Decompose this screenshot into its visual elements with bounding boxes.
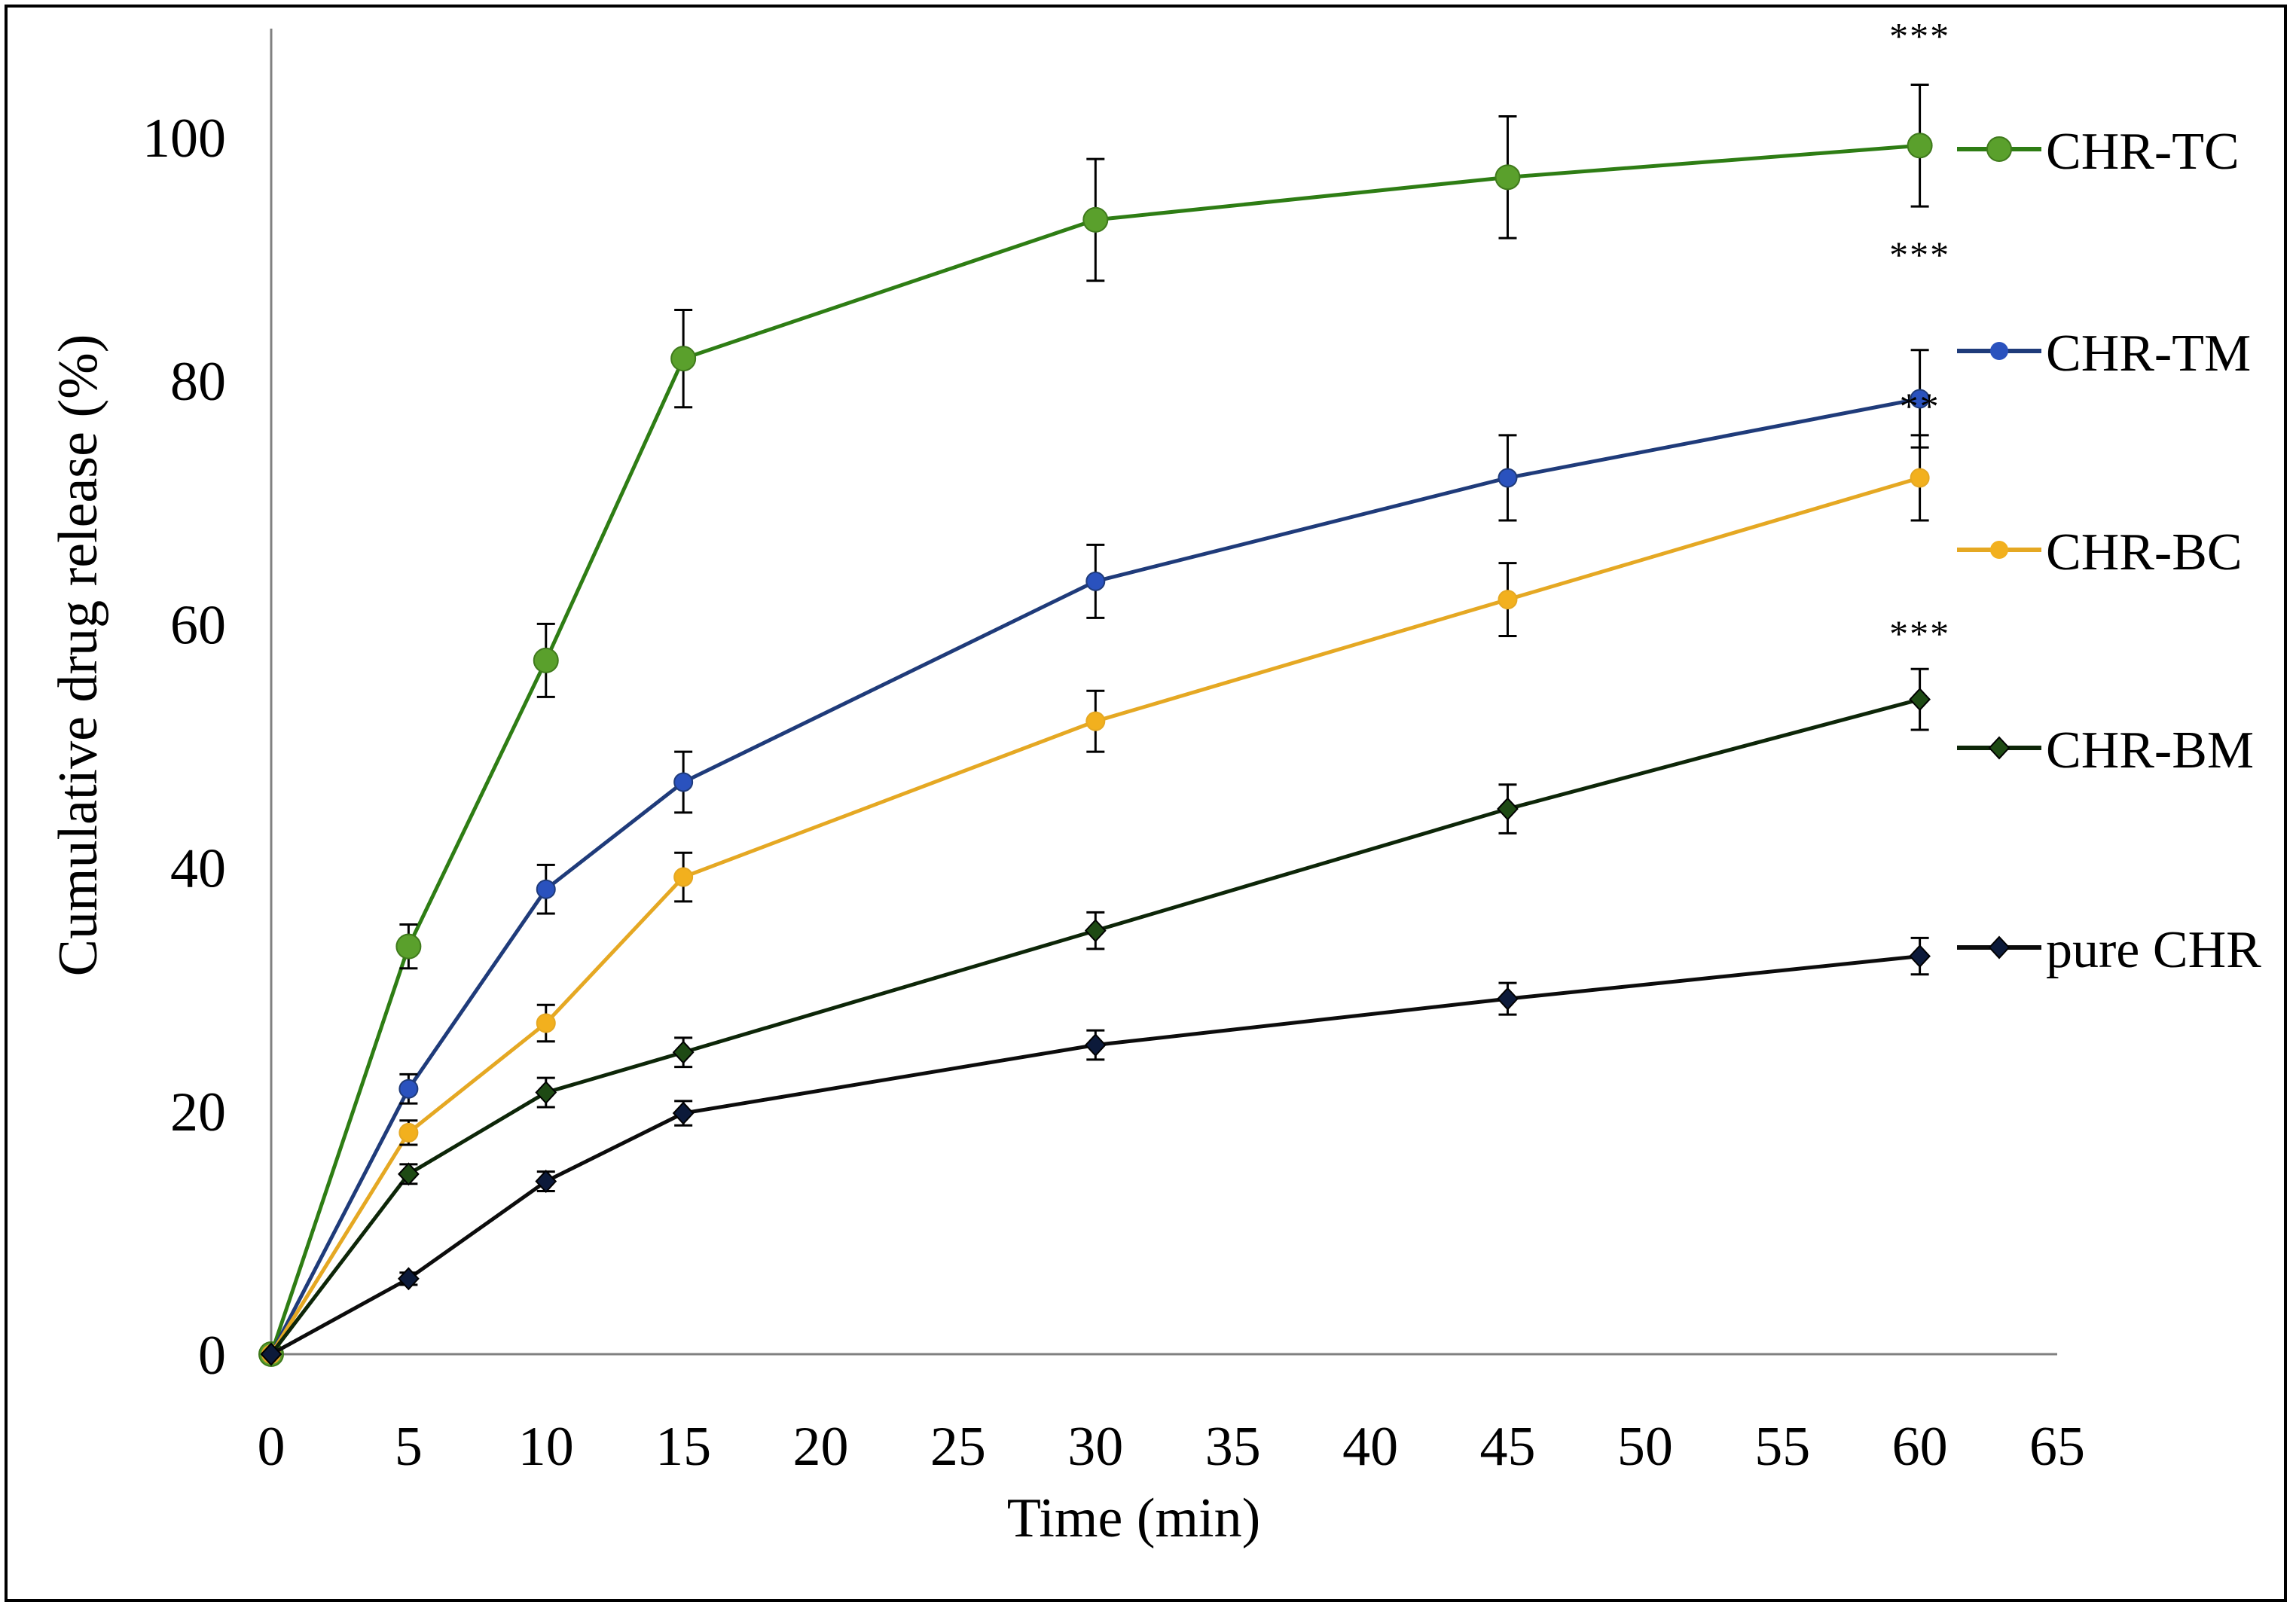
significance-marker: ***	[1889, 612, 1950, 654]
data-point	[673, 867, 694, 887]
x-tick-label: 45	[1479, 1416, 1535, 1478]
legend-item: CHR-TM	[1957, 325, 2251, 383]
legend-label: CHR-BM	[2046, 722, 2254, 780]
series-line	[269, 396, 1921, 1356]
data-point	[1497, 987, 1519, 1011]
legend-marker	[1988, 736, 2011, 760]
data-point	[533, 647, 559, 673]
figure-frame: 0 5 10 15 20 25 30 35 40 45 50 55 60 65 0 20 40 60 80 100 *…	[5, 5, 2287, 1602]
x-tick-label: 20	[793, 1416, 849, 1478]
data-point	[670, 346, 697, 372]
axes: 0 5 10 15 20 25 30 35 40 45 50 55 60 65 0 20 40 60 80 100	[142, 29, 2085, 1478]
data-point	[398, 1162, 420, 1186]
x-tick-label: 0	[258, 1416, 285, 1478]
data-point	[536, 879, 556, 899]
legend: CHR-TC CHR-TM CHR-BC CHR-BM pure CHR	[1957, 123, 2261, 979]
data-point	[1498, 590, 1518, 610]
series-line	[270, 697, 1921, 1356]
chart: 0 5 10 15 20 25 30 35 40 45 50 55 60 65 0 20 40 60 80 100 *…	[47, 15, 2261, 1549]
data-point	[1497, 797, 1519, 821]
data-point	[1910, 389, 1930, 409]
y-tick-label: 0	[198, 1325, 226, 1387]
legend-item: pure CHR	[1957, 921, 2261, 979]
x-tick-label: 40	[1342, 1416, 1398, 1478]
legend-item: CHR-TC	[1957, 123, 2240, 181]
legend-marker	[1986, 136, 2012, 162]
legend-label: CHR-BC	[2046, 523, 2243, 581]
significance-marker: ***	[1889, 233, 1950, 276]
legend-label: CHR-TC	[2046, 123, 2240, 181]
x-axis-title: Time (min)	[1007, 1487, 1260, 1549]
y-tick-label: 80	[170, 351, 226, 413]
legend-label: CHR-TM	[2046, 325, 2251, 383]
series-chr-bc: **	[261, 385, 1940, 1364]
data-point	[1907, 133, 1933, 159]
data-point	[1085, 711, 1106, 731]
significance-marker: ***	[1889, 15, 1950, 57]
data-point	[398, 1267, 420, 1291]
data-point	[1498, 468, 1518, 488]
legend-label: pure CHR	[2046, 921, 2261, 979]
series-chr-tm: ***	[261, 233, 1950, 1364]
data-point	[1495, 164, 1521, 191]
x-tick-label: 50	[1617, 1416, 1673, 1478]
data-point	[1909, 944, 1931, 969]
data-point	[1909, 688, 1931, 712]
y-tick-label: 100	[142, 108, 226, 169]
data-point	[536, 1013, 556, 1033]
x-tick-label: 25	[930, 1416, 986, 1478]
data-point	[672, 1040, 695, 1064]
data-point	[398, 1079, 419, 1099]
data-point	[1084, 1033, 1107, 1057]
data-point	[398, 1122, 419, 1143]
legend-marker	[1990, 342, 2008, 360]
data-point	[1084, 919, 1107, 943]
series-layer: ***********	[258, 15, 1950, 1367]
y-tick-label: 40	[170, 838, 226, 900]
legend-item: CHR-BC	[1957, 523, 2243, 581]
legend-item: CHR-BM	[1957, 722, 2254, 780]
y-tick-label: 20	[170, 1082, 226, 1143]
data-point	[673, 772, 694, 792]
series-chr-bm: ***	[260, 612, 1950, 1366]
legend-marker	[1990, 541, 2008, 559]
data-point	[535, 1170, 557, 1193]
data-point	[395, 933, 422, 960]
significance-marker: **	[1900, 385, 1940, 427]
x-tick-label: 35	[1205, 1416, 1261, 1478]
series-chr-tc: ***	[258, 15, 1950, 1367]
series-line	[270, 954, 1920, 1356]
data-point	[672, 1101, 695, 1125]
legend-marker	[1988, 935, 2011, 960]
data-point	[1085, 571, 1106, 591]
x-tick-label: 10	[518, 1416, 574, 1478]
x-tick-label: 15	[655, 1416, 711, 1478]
x-tick-label: 60	[1892, 1416, 1948, 1478]
data-point	[1910, 468, 1930, 488]
x-tick-label: 55	[1754, 1416, 1810, 1478]
data-point	[1082, 206, 1109, 233]
x-tick-label: 30	[1067, 1416, 1123, 1478]
x-tick-label: 5	[395, 1416, 423, 1478]
y-tick-label: 60	[170, 594, 226, 656]
series-pure-chr	[260, 936, 1931, 1366]
y-axis-title: Cumulative drug release (%)	[47, 334, 109, 977]
data-point	[260, 1342, 282, 1366]
x-tick-label: 65	[2029, 1416, 2085, 1478]
data-point	[535, 1081, 557, 1105]
